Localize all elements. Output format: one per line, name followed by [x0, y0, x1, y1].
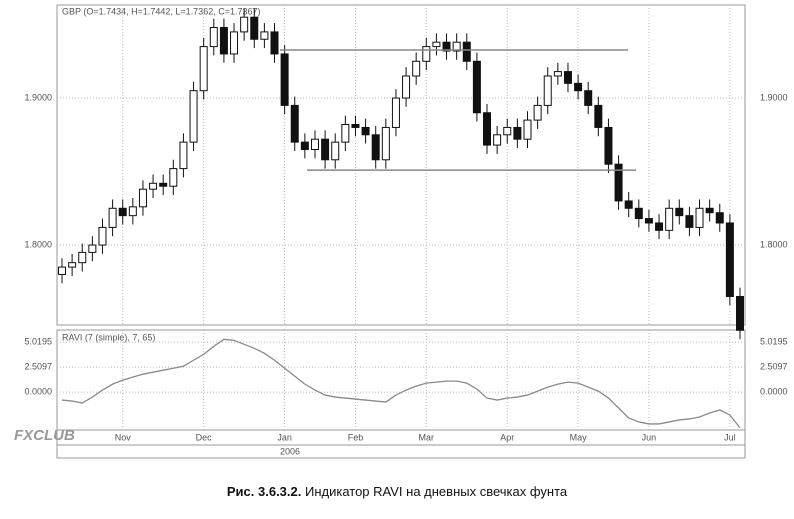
candle-body — [553, 71, 562, 77]
candle-body — [452, 41, 461, 52]
candle-body — [361, 126, 370, 136]
candle-body — [725, 222, 734, 297]
x-tick-label: May — [570, 432, 588, 442]
y-tick-label-right: 0.0000 — [760, 386, 788, 396]
candle-body — [432, 41, 441, 48]
candle-body — [412, 60, 421, 77]
candle-body — [290, 104, 299, 143]
candle-body — [199, 46, 208, 92]
candle-body — [614, 163, 623, 202]
x-tick-label: Apr — [500, 432, 514, 442]
price-title: GBP (O=1.7434, H=1.7442, L=1.7362, C=1.7… — [62, 6, 260, 16]
chart: GBP (O=1.7434, H=1.7442, L=1.7362, C=1.7… — [14, 4, 788, 459]
candle-body — [128, 206, 137, 217]
y-tick-label-left: 1.9000 — [24, 92, 52, 102]
ravi-line — [61, 338, 741, 429]
y-tick-label-left: 2.5097 — [24, 361, 52, 371]
candle-body — [381, 126, 390, 161]
candle-body — [685, 215, 694, 228]
y-tick-label-right: 1.9000 — [760, 92, 788, 102]
candle-body — [351, 124, 360, 128]
candle-body — [179, 141, 188, 170]
candle-body — [108, 207, 117, 228]
caption-label: Рис. 3.6.3.2. — [226, 484, 302, 499]
candle-body — [402, 75, 411, 99]
candle-body — [240, 16, 249, 33]
candle-body — [260, 31, 269, 40]
x-tick-label: Feb — [348, 432, 364, 442]
candle-body — [321, 138, 330, 161]
candle-body — [270, 31, 279, 55]
candle-body — [462, 41, 471, 62]
candle-body — [695, 207, 704, 228]
candle-body — [493, 134, 502, 146]
candle-body — [331, 141, 340, 161]
candle-body — [604, 126, 613, 165]
candle-body — [574, 82, 583, 92]
year-label: 2006 — [280, 446, 300, 456]
candle-body — [483, 112, 492, 146]
candle-body — [594, 104, 603, 128]
candle-body — [634, 207, 643, 220]
candle-body — [665, 207, 674, 231]
caption: Рис. 3.6.3.2. Индикатор RAVI на дневных … — [0, 484, 794, 499]
candle-body — [58, 266, 66, 275]
candle-body — [68, 262, 77, 268]
y-tick-label-right: 5.0195 — [760, 337, 788, 347]
indicator-panel — [56, 329, 746, 431]
candle-body — [209, 26, 218, 48]
candle-body — [250, 16, 259, 40]
x-tick-label: Jun — [642, 432, 657, 442]
candle-body — [230, 31, 239, 55]
candle-body — [472, 60, 481, 114]
candle-body — [533, 104, 542, 121]
candle-body — [169, 168, 178, 187]
candle-body — [563, 71, 572, 84]
candle-body — [219, 26, 228, 55]
candle-body — [371, 134, 380, 161]
y-tick-label-left: 0.0000 — [24, 386, 52, 396]
candle-body — [341, 124, 350, 143]
candle-body — [624, 200, 633, 209]
candle-body — [675, 207, 684, 217]
candle-body — [118, 207, 127, 217]
watermark: FXCLUB — [14, 427, 75, 444]
y-tick-label-right: 2.5097 — [760, 361, 788, 371]
x-tick-label: Jul — [724, 432, 736, 442]
candle-body — [98, 226, 107, 246]
candle-body — [513, 126, 522, 140]
candle-body — [715, 212, 724, 224]
candle-body — [88, 244, 97, 253]
candle-body — [159, 182, 168, 187]
x-tick-label: Dec — [196, 432, 213, 442]
x-tick-label: Jan — [277, 432, 292, 442]
candle-body — [149, 182, 158, 190]
candle-body — [310, 138, 319, 150]
year-row — [56, 444, 746, 459]
caption-text: Индикатор RAVI на дневных свечках фунта — [304, 484, 568, 499]
price-panel — [56, 4, 746, 326]
candle-body — [543, 75, 552, 106]
candle-body — [280, 53, 289, 106]
y-tick-label-right: 1.8000 — [760, 239, 788, 249]
y-tick-label-left: 1.8000 — [24, 239, 52, 249]
candle-body — [422, 46, 431, 62]
candle-body — [442, 41, 451, 52]
candle-body — [300, 141, 309, 150]
candle-body — [503, 126, 512, 136]
x-tick-label: Mar — [419, 432, 435, 442]
candle-body — [138, 188, 147, 208]
candle-body — [644, 218, 653, 224]
indicator-title: RAVI (7 (simple), 7, 65) — [62, 332, 155, 342]
candle-body — [391, 97, 400, 128]
candle-body — [705, 207, 714, 214]
candle-body — [523, 119, 532, 140]
candle-body — [655, 222, 664, 231]
candle-body — [584, 90, 593, 106]
y-tick-label-left: 5.0195 — [24, 337, 52, 347]
candle-body — [189, 90, 198, 143]
candle-body — [736, 295, 744, 331]
candle-body — [78, 251, 87, 264]
x-tick-label: Nov — [115, 432, 132, 442]
